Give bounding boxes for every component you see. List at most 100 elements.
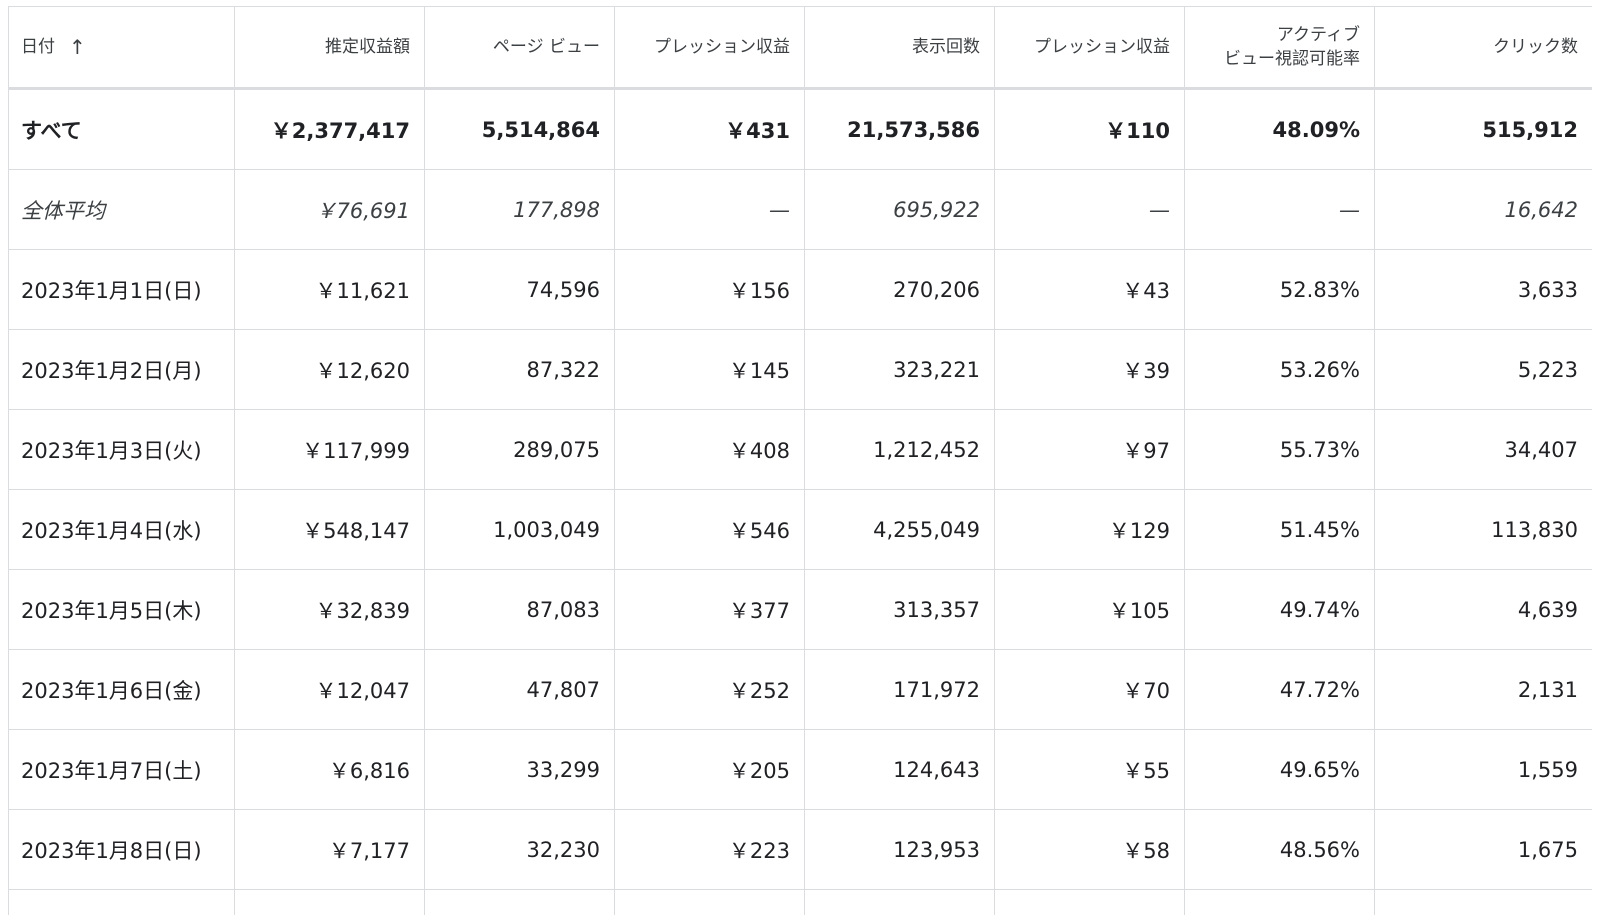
table-cell: ￥117,999 bbox=[234, 409, 425, 490]
table-cell: 5,514,864 bbox=[424, 88, 615, 170]
table-cell: 2023年1月8日(日) bbox=[8, 809, 235, 890]
column-header-impression-revenue-2[interactable]: プレッション収益 bbox=[994, 6, 1185, 90]
table-cell: 2023年1月1日(日) bbox=[8, 249, 235, 330]
table-cell: 2023年1月6日(金) bbox=[8, 649, 235, 730]
average-row: 全体平均 ￥76,691 177,898 — 695,922 — — 16,64… bbox=[8, 169, 1592, 250]
table-cell bbox=[614, 889, 805, 915]
table-cell bbox=[424, 889, 615, 915]
table-cell: 113,830 bbox=[1374, 489, 1592, 570]
column-header-estimated-earnings[interactable]: 推定収益額 bbox=[234, 6, 425, 90]
table-cell: 695,922 bbox=[804, 169, 995, 250]
table-cell: ￥97 bbox=[994, 409, 1185, 490]
column-header-label: プレッション収益 bbox=[654, 37, 790, 57]
column-header-date[interactable]: 日付 ↑ bbox=[8, 6, 235, 90]
report-table: 日付 ↑ 推定収益額 ページ ビュー プレッション収益 表示回数 プレッション収益… bbox=[8, 6, 1592, 915]
table-cell: ￥205 bbox=[614, 729, 805, 810]
table-cell bbox=[804, 889, 995, 915]
table-cell: 34,407 bbox=[1374, 409, 1592, 490]
table-cell: 全体平均 bbox=[8, 169, 235, 250]
header-row: 日付 ↑ 推定収益額 ページ ビュー プレッション収益 表示回数 プレッション収益… bbox=[8, 6, 1592, 90]
table-cell: 4,639 bbox=[1374, 569, 1592, 650]
table-cell: ￥129 bbox=[994, 489, 1185, 570]
column-header-page-views[interactable]: ページ ビュー bbox=[424, 6, 615, 90]
table-cell: 123,953 bbox=[804, 809, 995, 890]
table-cell: — bbox=[614, 169, 805, 250]
table-cell: 55.73% bbox=[1184, 409, 1375, 490]
table-cell bbox=[8, 889, 235, 915]
column-header-label: 日付 bbox=[21, 37, 55, 57]
column-header-active-view-viewability[interactable]: アクティブ ビュー視認可能率 bbox=[1184, 6, 1375, 90]
table-cell: 1,559 bbox=[1374, 729, 1592, 810]
table-cell: 4,255,049 bbox=[804, 489, 995, 570]
table-row: 2023年1月4日(水) ￥548,147 1,003,049 ￥546 4,255,0… bbox=[8, 489, 1592, 570]
column-header-label: クリック数 bbox=[1493, 37, 1578, 57]
table-cell: 47.72% bbox=[1184, 649, 1375, 730]
table-cell: ￥12,047 bbox=[234, 649, 425, 730]
table-cell: 21,573,586 bbox=[804, 88, 995, 170]
table-cell: 177,898 bbox=[424, 169, 615, 250]
table-cell: 74,596 bbox=[424, 249, 615, 330]
table-cell: — bbox=[994, 169, 1185, 250]
column-header-impression-revenue[interactable]: プレッション収益 bbox=[614, 6, 805, 90]
table-cell: ￥76,691 bbox=[234, 169, 425, 250]
table-cell: ￥110 bbox=[994, 88, 1185, 170]
table-cell: 2023年1月5日(木) bbox=[8, 569, 235, 650]
table-cell: ￥105 bbox=[994, 569, 1185, 650]
table-cell: ￥408 bbox=[614, 409, 805, 490]
table-cell: ￥252 bbox=[614, 649, 805, 730]
table-cell: 2023年1月3日(火) bbox=[8, 409, 235, 490]
column-header-label-line1: アクティブ bbox=[1276, 25, 1360, 45]
table-cell bbox=[1374, 889, 1592, 915]
table-cell bbox=[234, 889, 425, 915]
table-cell: 2023年1月2日(月) bbox=[8, 329, 235, 410]
table-cell: ￥156 bbox=[614, 249, 805, 330]
table-cell: 32,230 bbox=[424, 809, 615, 890]
table-cell: 515,912 bbox=[1374, 88, 1592, 170]
table-cell: すべて bbox=[8, 88, 235, 170]
table-cell: — bbox=[1184, 169, 1375, 250]
table-cell: ￥223 bbox=[614, 809, 805, 890]
arrow-up-icon[interactable]: ↑ bbox=[69, 35, 86, 59]
table-cell: 49.65% bbox=[1184, 729, 1375, 810]
report-table-container: 日付 ↑ 推定収益額 ページ ビュー プレッション収益 表示回数 プレッション収益… bbox=[8, 6, 1592, 915]
total-row: すべて ￥2,377,417 5,514,864 ￥431 21,573,586… bbox=[8, 88, 1592, 170]
table-cell: ￥7,177 bbox=[234, 809, 425, 890]
table-cell: 1,003,049 bbox=[424, 489, 615, 570]
table-cell: ￥2,377,417 bbox=[234, 88, 425, 170]
table-cell bbox=[994, 889, 1185, 915]
table-cell: ￥70 bbox=[994, 649, 1185, 730]
table-cell: 87,083 bbox=[424, 569, 615, 650]
table-cell: 33,299 bbox=[424, 729, 615, 810]
table-cell: 124,643 bbox=[804, 729, 995, 810]
table-cell: 270,206 bbox=[804, 249, 995, 330]
table-cell: 2,131 bbox=[1374, 649, 1592, 730]
table-cell: 52.83% bbox=[1184, 249, 1375, 330]
table-cell: 48.56% bbox=[1184, 809, 1375, 890]
table-cell: 323,221 bbox=[804, 329, 995, 410]
table-cell: ￥58 bbox=[994, 809, 1185, 890]
table-cell: 2023年1月4日(水) bbox=[8, 489, 235, 570]
table-row: 2023年1月2日(月) ￥12,620 87,322 ￥145 323,221 ￥39 5… bbox=[8, 329, 1592, 410]
table-cell: 48.09% bbox=[1184, 88, 1375, 170]
table-row bbox=[8, 889, 1592, 915]
column-header-label: プレッション収益 bbox=[1034, 37, 1170, 57]
table-row: 2023年1月6日(金) ￥12,047 47,807 ￥252 171,972 ￥70 4… bbox=[8, 649, 1592, 730]
table-cell: 2023年1月7日(土) bbox=[8, 729, 235, 810]
table-cell: ￥548,147 bbox=[234, 489, 425, 570]
table-row: 2023年1月1日(日) ￥11,621 74,596 ￥156 270,206 ￥43 5… bbox=[8, 249, 1592, 330]
table-cell: ￥145 bbox=[614, 329, 805, 410]
table-row: 2023年1月8日(日) ￥7,177 32,230 ￥223 123,953 ￥58 48… bbox=[8, 809, 1592, 890]
table-cell: 5,223 bbox=[1374, 329, 1592, 410]
table-cell: ￥546 bbox=[614, 489, 805, 570]
column-header-label: 推定収益額 bbox=[325, 37, 410, 57]
table-cell: 47,807 bbox=[424, 649, 615, 730]
table-cell: 289,075 bbox=[424, 409, 615, 490]
table-cell: ￥6,816 bbox=[234, 729, 425, 810]
column-header-impressions[interactable]: 表示回数 bbox=[804, 6, 995, 90]
table-cell: 87,322 bbox=[424, 329, 615, 410]
table-cell: 171,972 bbox=[804, 649, 995, 730]
table-cell: ￥55 bbox=[994, 729, 1185, 810]
column-header-clicks[interactable]: クリック数 bbox=[1374, 6, 1592, 90]
table-cell: ￥39 bbox=[994, 329, 1185, 410]
table-cell: ￥11,621 bbox=[234, 249, 425, 330]
